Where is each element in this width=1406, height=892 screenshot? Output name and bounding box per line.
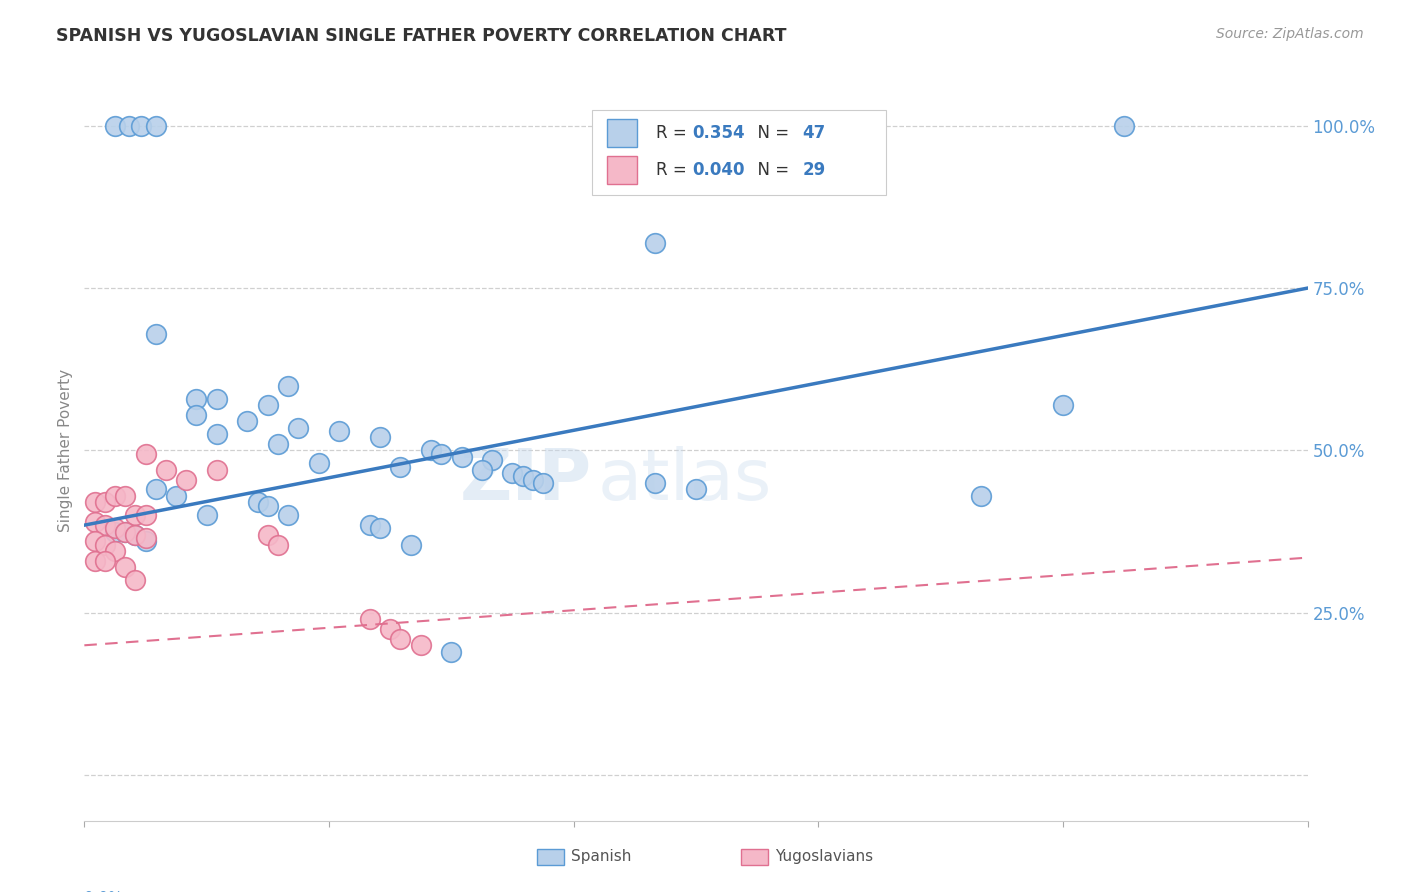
FancyBboxPatch shape — [592, 110, 886, 195]
Point — [83, 495, 105, 509]
Point — [359, 612, 381, 626]
Point — [389, 459, 412, 474]
Point — [145, 483, 167, 497]
Text: 29: 29 — [803, 161, 825, 179]
Point — [186, 408, 208, 422]
Text: R =: R = — [655, 161, 692, 179]
Text: N =: N = — [748, 124, 794, 142]
Point — [165, 489, 187, 503]
Point — [450, 450, 472, 464]
Bar — [741, 849, 768, 865]
Point — [135, 508, 157, 523]
Point — [124, 528, 146, 542]
Point — [135, 447, 157, 461]
Point — [246, 495, 269, 509]
Point — [267, 538, 290, 552]
Point — [93, 495, 115, 509]
Point — [287, 421, 309, 435]
Point — [145, 326, 167, 341]
Text: atlas: atlas — [598, 446, 772, 515]
Point — [114, 524, 136, 539]
Point — [104, 521, 127, 535]
Point — [195, 508, 218, 523]
Point — [308, 457, 330, 471]
Point — [114, 524, 136, 539]
Text: Spanish: Spanish — [571, 848, 631, 863]
Point — [124, 508, 146, 523]
Text: Source: ZipAtlas.com: Source: ZipAtlas.com — [1216, 27, 1364, 41]
Point — [104, 489, 127, 503]
Point — [277, 378, 299, 392]
Point — [471, 463, 494, 477]
Point — [83, 515, 105, 529]
Text: 47: 47 — [803, 124, 825, 142]
Point — [420, 443, 443, 458]
Point — [368, 430, 391, 444]
Point — [135, 534, 157, 549]
Point — [186, 392, 208, 406]
Text: N =: N = — [748, 161, 794, 179]
Y-axis label: Single Father Poverty: Single Father Poverty — [58, 369, 73, 532]
Point — [430, 447, 453, 461]
Point — [481, 453, 503, 467]
Text: R =: R = — [655, 124, 692, 142]
Point — [205, 392, 228, 406]
Point — [380, 622, 402, 636]
Point — [257, 398, 280, 412]
Point — [399, 538, 422, 552]
Point — [267, 437, 290, 451]
Point — [359, 518, 381, 533]
Text: 0.040: 0.040 — [692, 161, 745, 179]
Point — [389, 632, 412, 646]
Point — [155, 463, 177, 477]
Point — [257, 499, 280, 513]
Point — [114, 489, 136, 503]
Point — [685, 483, 707, 497]
Point — [644, 475, 666, 490]
Point — [1052, 398, 1074, 412]
Point — [93, 538, 115, 552]
Point — [409, 638, 432, 652]
Point — [145, 119, 167, 133]
Point — [174, 473, 197, 487]
Point — [257, 528, 280, 542]
Point — [368, 521, 391, 535]
Point — [131, 119, 153, 133]
Point — [512, 469, 534, 483]
Point — [522, 473, 544, 487]
Point — [93, 554, 115, 568]
Bar — [537, 849, 564, 865]
Point — [124, 528, 146, 542]
Point — [104, 524, 127, 539]
Point — [83, 554, 105, 568]
Point — [970, 489, 993, 503]
Point — [644, 235, 666, 250]
Point — [104, 119, 127, 133]
Point — [135, 531, 157, 545]
Point — [83, 534, 105, 549]
Bar — [606, 156, 637, 184]
Point — [1114, 119, 1136, 133]
Text: SPANISH VS YUGOSLAVIAN SINGLE FATHER POVERTY CORRELATION CHART: SPANISH VS YUGOSLAVIAN SINGLE FATHER POV… — [56, 27, 787, 45]
Text: 0.354: 0.354 — [692, 124, 745, 142]
Text: ZIP: ZIP — [460, 446, 592, 515]
Point — [205, 427, 228, 442]
Text: 0.0%: 0.0% — [84, 891, 124, 892]
Text: Yugoslavians: Yugoslavians — [776, 848, 873, 863]
Bar — [606, 119, 637, 147]
Point — [277, 508, 299, 523]
Point — [440, 645, 463, 659]
Point — [124, 574, 146, 588]
Point — [502, 466, 524, 480]
Point — [236, 414, 259, 428]
Point — [205, 463, 228, 477]
Point — [328, 424, 350, 438]
Point — [118, 119, 141, 133]
Point — [93, 518, 115, 533]
Point — [104, 544, 127, 558]
Point — [531, 475, 554, 490]
Point — [114, 560, 136, 574]
